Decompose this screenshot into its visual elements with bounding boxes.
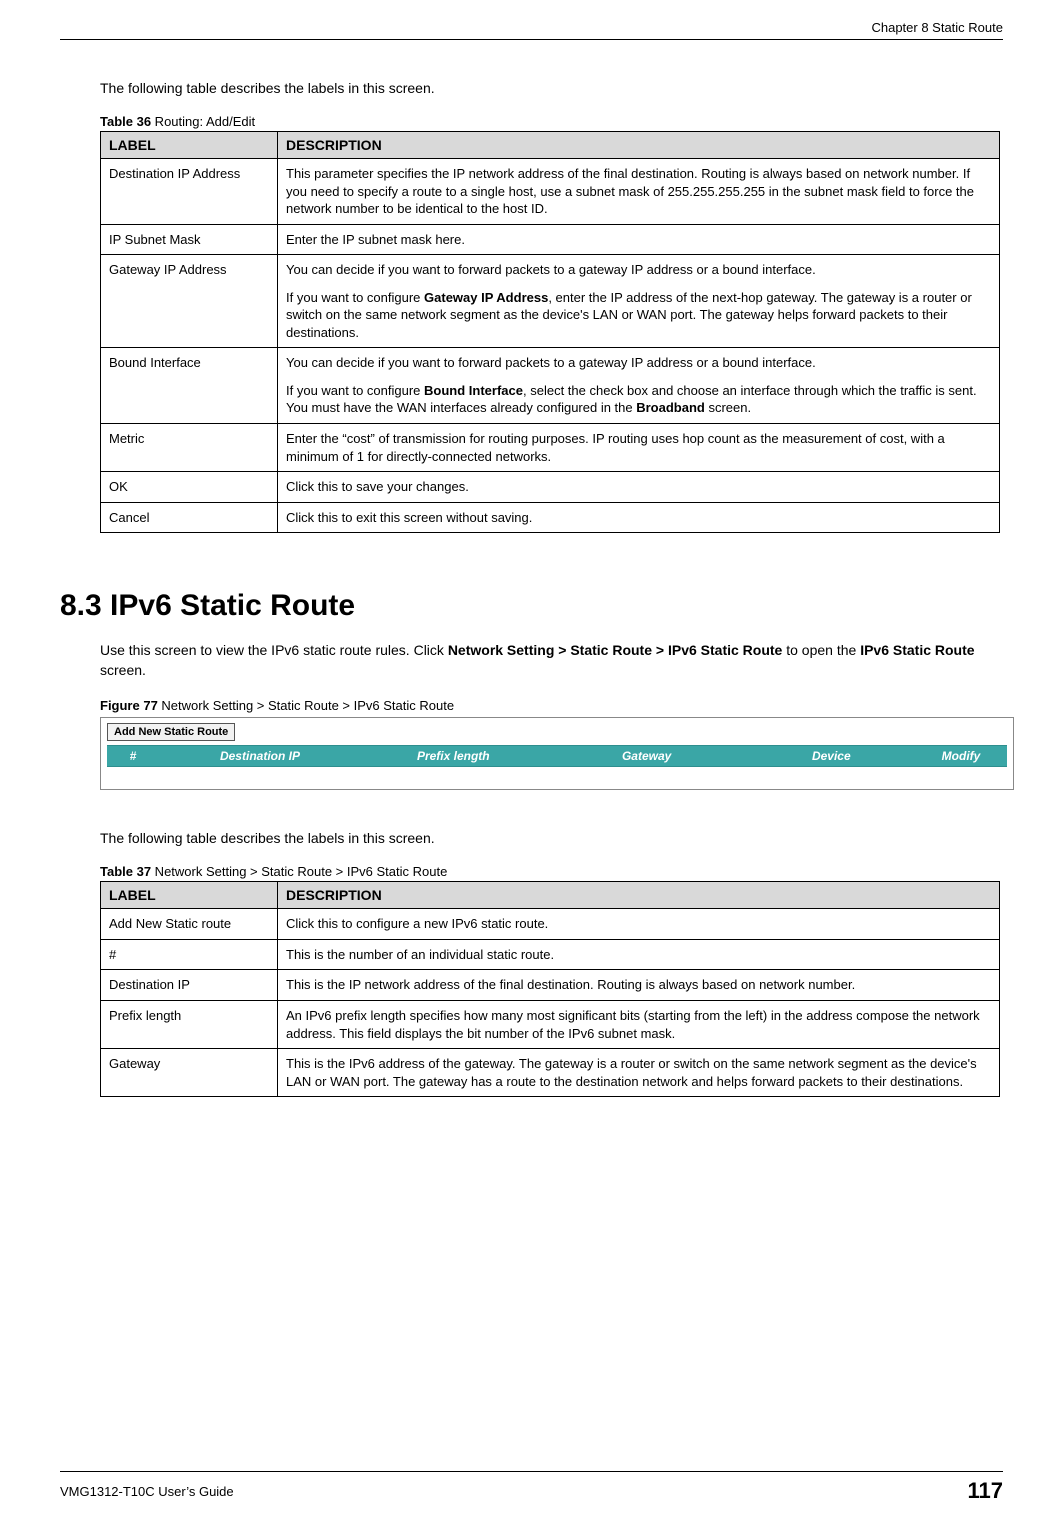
table37-caption-rest: Network Setting > Static Route > IPv6 St… xyxy=(151,864,447,879)
chapter-header: Chapter 8 Static Route xyxy=(60,20,1003,39)
table-row: CancelClick this to exit this screen wit… xyxy=(101,502,1000,533)
row-description: This parameter specifies the IP network … xyxy=(278,159,1000,225)
row-description: This is the IP network address of the fi… xyxy=(278,970,1000,1001)
table-row: GatewayThis is the IPv6 address of the g… xyxy=(101,1049,1000,1097)
row-label: Gateway IP Address xyxy=(101,255,278,348)
row-label: Prefix length xyxy=(101,1001,278,1049)
row-description: This is the number of an individual stat… xyxy=(278,939,1000,970)
row-description: You can decide if you want to forward pa… xyxy=(278,348,1000,424)
table36-caption: Table 36 Routing: Add/Edit xyxy=(100,114,1003,129)
row-label: Destination IP xyxy=(101,970,278,1001)
row-description: You can decide if you want to forward pa… xyxy=(278,255,1000,348)
table-row: IP Subnet MaskEnter the IP subnet mask h… xyxy=(101,224,1000,255)
page-number: 117 xyxy=(968,1478,1004,1504)
table36: LABEL DESCRIPTION Destination IP Address… xyxy=(100,131,1000,533)
row-description: This is the IPv6 address of the gateway.… xyxy=(278,1049,1000,1097)
row-label: Gateway xyxy=(101,1049,278,1097)
figure77-caption-bold: Figure 77 xyxy=(100,698,158,713)
row-label: Destination IP Address xyxy=(101,159,278,225)
table36-caption-bold: Table 36 xyxy=(100,114,151,129)
col-num: # xyxy=(107,746,159,766)
row-description: Enter the IP subnet mask here. xyxy=(278,224,1000,255)
table36-th-desc: DESCRIPTION xyxy=(278,132,1000,159)
table-row: Gateway IP AddressYou can decide if you … xyxy=(101,255,1000,348)
col-device: Device xyxy=(748,746,915,766)
page-footer: VMG1312-T10C User’s Guide 117 xyxy=(60,1471,1003,1504)
table-row: Bound InterfaceYou can decide if you wan… xyxy=(101,348,1000,424)
row-label: # xyxy=(101,939,278,970)
table36-caption-rest: Routing: Add/Edit xyxy=(151,114,255,129)
row-description: Enter the “cost” of transmission for rou… xyxy=(278,424,1000,472)
add-new-static-route-button[interactable]: Add New Static Route xyxy=(107,723,235,741)
table36-th-label: LABEL xyxy=(101,132,278,159)
header-rule xyxy=(60,39,1003,40)
table37-th-label: LABEL xyxy=(101,882,278,909)
col-prefix-length: Prefix length xyxy=(361,746,546,766)
grid-header: # Destination IP Prefix length Gateway D… xyxy=(107,745,1007,767)
row-description: Click this to exit this screen without s… xyxy=(278,502,1000,533)
row-label: Add New Static route xyxy=(101,909,278,940)
row-label: IP Subnet Mask xyxy=(101,224,278,255)
table37-th-desc: DESCRIPTION xyxy=(278,882,1000,909)
col-destination-ip: Destination IP xyxy=(159,746,361,766)
row-description: Click this to configure a new IPv6 stati… xyxy=(278,909,1000,940)
section-heading: 8.3 IPv6 Static Route xyxy=(60,589,1003,623)
table-row: Destination IP AddressThis parameter spe… xyxy=(101,159,1000,225)
table-row: OKClick this to save your changes. xyxy=(101,472,1000,503)
intro-text-2: The following table describes the labels… xyxy=(100,830,1003,846)
intro-text-1: The following table describes the labels… xyxy=(100,80,1003,96)
row-label: Cancel xyxy=(101,502,278,533)
table-row: MetricEnter the “cost” of transmission f… xyxy=(101,424,1000,472)
table37-caption: Table 37 Network Setting > Static Route … xyxy=(100,864,1003,879)
table-row: Prefix lengthAn IPv6 prefix length speci… xyxy=(101,1001,1000,1049)
table37: LABEL DESCRIPTION Add New Static routeCl… xyxy=(100,881,1000,1097)
figure77-box: Add New Static Route # Destination IP Pr… xyxy=(100,717,1014,790)
row-description: Click this to save your changes. xyxy=(278,472,1000,503)
table-row: Add New Static routeClick this to config… xyxy=(101,909,1000,940)
figure77-caption: Figure 77 Network Setting > Static Route… xyxy=(100,698,1003,713)
footer-guide-title: VMG1312-T10C User’s Guide xyxy=(60,1484,234,1499)
row-description: An IPv6 prefix length specifies how many… xyxy=(278,1001,1000,1049)
section-body: Use this screen to view the IPv6 static … xyxy=(100,641,1003,680)
row-label: OK xyxy=(101,472,278,503)
figure77-caption-rest: Network Setting > Static Route > IPv6 St… xyxy=(158,698,454,713)
row-label: Metric xyxy=(101,424,278,472)
row-label: Bound Interface xyxy=(101,348,278,424)
table-row: Destination IPThis is the IP network add… xyxy=(101,970,1000,1001)
col-modify: Modify xyxy=(915,746,1007,766)
table37-caption-bold: Table 37 xyxy=(100,864,151,879)
table-row: #This is the number of an individual sta… xyxy=(101,939,1000,970)
col-gateway: Gateway xyxy=(546,746,748,766)
